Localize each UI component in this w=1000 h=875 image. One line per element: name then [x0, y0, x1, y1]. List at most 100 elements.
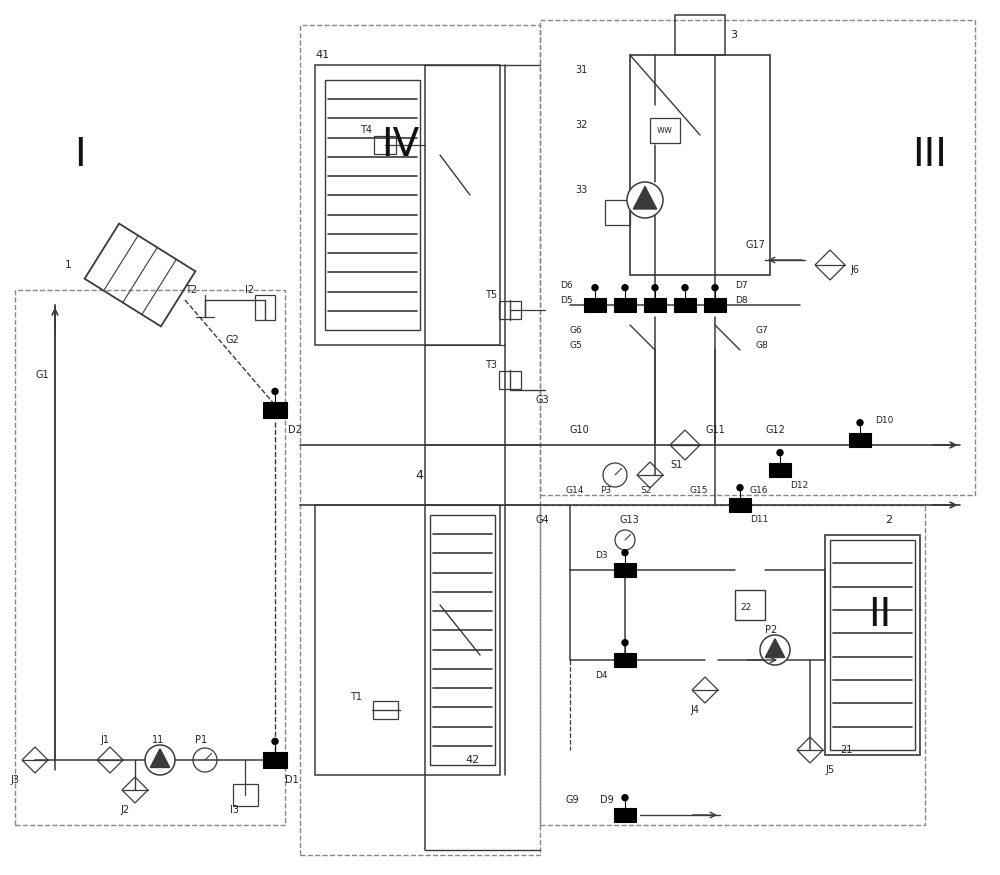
Text: T4: T4 — [360, 125, 372, 135]
Circle shape — [712, 284, 718, 290]
Point — [157, 302, 169, 312]
Text: D6: D6 — [560, 281, 573, 290]
Point — [134, 237, 146, 248]
Circle shape — [592, 284, 598, 290]
Bar — [499, 301, 521, 319]
Text: G9: G9 — [565, 795, 579, 805]
Text: 33: 33 — [575, 185, 587, 195]
Text: G2: G2 — [225, 335, 239, 345]
Polygon shape — [644, 298, 666, 312]
Text: 4: 4 — [415, 468, 423, 481]
Polygon shape — [614, 653, 636, 667]
Text: ww: ww — [657, 125, 673, 135]
Point — [157, 237, 169, 248]
Text: G5: G5 — [570, 340, 583, 349]
Circle shape — [682, 284, 688, 290]
Text: 41: 41 — [315, 50, 329, 60]
Text: 21: 21 — [840, 745, 852, 755]
Text: D9: D9 — [600, 795, 614, 805]
Text: G13: G13 — [620, 515, 640, 525]
Circle shape — [777, 450, 783, 456]
Line: 2 pts: 2 pts — [123, 248, 157, 303]
Bar — [325, 80, 420, 330]
Polygon shape — [263, 752, 287, 767]
Bar — [15, 290, 285, 825]
Circle shape — [652, 284, 658, 290]
Text: G6: G6 — [570, 326, 583, 334]
Text: G4: G4 — [535, 515, 549, 525]
Text: 1: 1 — [65, 260, 72, 270]
Bar — [825, 535, 920, 755]
Text: J2: J2 — [120, 805, 129, 815]
Text: G3: G3 — [535, 395, 549, 405]
Text: T3: T3 — [485, 360, 497, 370]
Circle shape — [272, 738, 278, 745]
Text: II: II — [868, 596, 892, 634]
Point — [112, 237, 124, 248]
Text: J4: J4 — [690, 705, 699, 715]
Text: 42: 42 — [465, 755, 479, 765]
Bar — [630, 55, 770, 275]
Text: D4: D4 — [595, 670, 608, 680]
Line: 2 pts: 2 pts — [142, 259, 176, 314]
Circle shape — [857, 420, 863, 426]
Text: G1: G1 — [35, 370, 49, 380]
Text: D5: D5 — [560, 296, 573, 304]
Polygon shape — [614, 808, 636, 822]
Text: D2: D2 — [288, 425, 302, 435]
Polygon shape — [765, 639, 785, 657]
Text: 22: 22 — [740, 603, 751, 612]
Circle shape — [737, 485, 743, 491]
Bar — [830, 540, 915, 750]
Text: G15: G15 — [690, 486, 708, 494]
Text: D1: D1 — [285, 775, 299, 785]
Circle shape — [272, 388, 278, 395]
Text: D8: D8 — [735, 296, 748, 304]
Bar — [540, 20, 975, 495]
Text: P3: P3 — [600, 486, 611, 494]
Text: 3: 3 — [730, 30, 737, 40]
Bar — [300, 25, 540, 855]
Text: G7: G7 — [755, 326, 768, 334]
Text: D10: D10 — [875, 416, 893, 424]
Text: G16: G16 — [750, 486, 768, 494]
Text: J1: J1 — [100, 735, 109, 745]
Polygon shape — [263, 402, 287, 417]
Bar — [315, 505, 500, 775]
Text: I2: I2 — [245, 285, 254, 295]
Text: J6: J6 — [850, 265, 859, 275]
Bar — [315, 65, 500, 345]
Circle shape — [622, 794, 628, 801]
Polygon shape — [150, 749, 170, 767]
Point — [134, 302, 146, 312]
Text: I3: I3 — [230, 805, 239, 815]
Line: 2 pts: 2 pts — [104, 235, 138, 290]
Bar — [233, 784, 258, 806]
Text: J3: J3 — [10, 775, 19, 785]
Text: T5: T5 — [485, 290, 497, 300]
Text: J5: J5 — [825, 765, 834, 775]
Text: I: I — [74, 136, 86, 174]
Text: IV: IV — [381, 126, 419, 164]
Text: III: III — [913, 136, 947, 174]
Text: 11: 11 — [152, 735, 164, 745]
Text: G17: G17 — [745, 240, 765, 250]
Polygon shape — [729, 498, 751, 512]
Polygon shape — [674, 298, 696, 312]
Circle shape — [622, 284, 628, 290]
Point — [112, 302, 124, 312]
Bar — [735, 590, 765, 620]
Polygon shape — [633, 186, 657, 209]
Text: D11: D11 — [750, 515, 768, 524]
Text: T2: T2 — [185, 285, 197, 295]
Text: 2: 2 — [885, 515, 892, 525]
Bar — [605, 200, 630, 225]
Text: G8: G8 — [755, 340, 768, 349]
Circle shape — [145, 745, 175, 775]
Text: G14: G14 — [565, 486, 583, 494]
Bar — [540, 505, 925, 825]
Bar — [374, 136, 396, 154]
Text: 31: 31 — [575, 65, 587, 75]
Bar — [85, 224, 195, 326]
Circle shape — [622, 640, 628, 646]
